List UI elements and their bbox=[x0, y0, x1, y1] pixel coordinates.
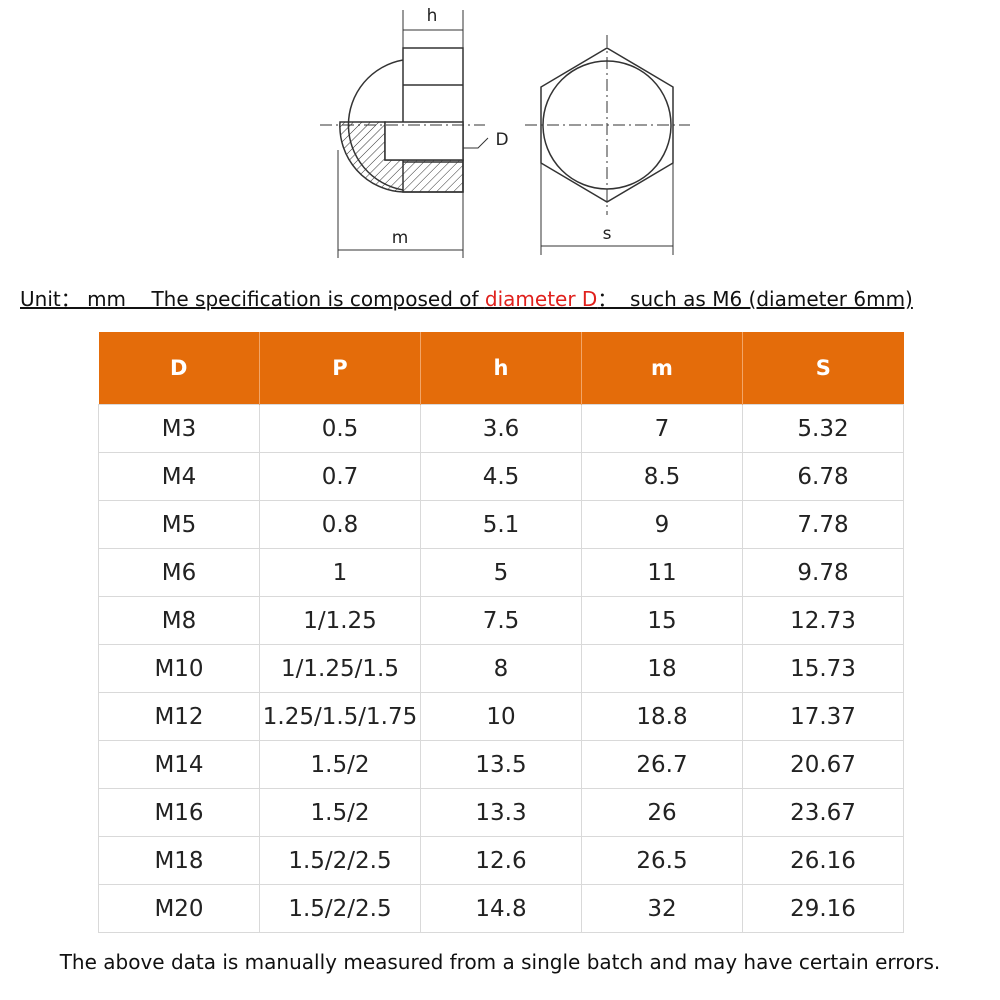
table-cell: 11 bbox=[581, 548, 743, 597]
table-cell: 9 bbox=[581, 500, 743, 549]
side-view bbox=[320, 10, 489, 258]
table-cell: 9.78 bbox=[742, 548, 904, 597]
table-cell: M14 bbox=[98, 740, 260, 789]
table-cell: M3 bbox=[98, 404, 260, 453]
table-cell: 3.6 bbox=[420, 404, 582, 453]
header-cell: m bbox=[581, 332, 743, 405]
table-cell: 13.5 bbox=[420, 740, 582, 789]
table-row: M4 0.7 4.5 8.5 6.78 bbox=[98, 452, 904, 501]
header-cell: D bbox=[98, 332, 260, 405]
table-cell: M16 bbox=[98, 788, 260, 837]
table-row: M6 1 5 11 9.78 bbox=[98, 548, 904, 597]
table-cell: 29.16 bbox=[742, 884, 904, 933]
dim-label: m bbox=[392, 228, 409, 248]
note: The above data is manually measured from… bbox=[59, 950, 941, 974]
table-cell: 10 bbox=[420, 692, 582, 741]
table-cell: M5 bbox=[98, 500, 260, 549]
unit-text: ： such as M6 (diameter 6mm) bbox=[597, 287, 913, 311]
table-cell: 15 bbox=[581, 596, 743, 645]
table-cell: 15.73 bbox=[742, 644, 904, 693]
unit-text: Unit： mm The specification is composed o… bbox=[20, 287, 485, 311]
table-cell: 32 bbox=[581, 884, 743, 933]
header-cell: P bbox=[259, 332, 421, 405]
table-cell: 12.73 bbox=[742, 596, 904, 645]
table-cell: 1.5/2 bbox=[259, 788, 421, 837]
table-cell: M10 bbox=[98, 644, 260, 693]
table-cell: M18 bbox=[98, 836, 260, 885]
table-cell: 18.8 bbox=[581, 692, 743, 741]
table-cell: 7 bbox=[581, 404, 743, 453]
top-view bbox=[525, 35, 690, 255]
table-cell: 1.25/1.5/1.75 bbox=[259, 692, 421, 741]
table-cell: 5 bbox=[420, 548, 582, 597]
table-cell: M6 bbox=[98, 548, 260, 597]
table-cell: 13.3 bbox=[420, 788, 582, 837]
table-cell: 23.67 bbox=[742, 788, 904, 837]
table-cell: M20 bbox=[98, 884, 260, 933]
table-cell: 20.67 bbox=[742, 740, 904, 789]
table-row: M12 1.25/1.5/1.75 10 18.8 17.37 bbox=[98, 692, 904, 741]
table-cell: 26.5 bbox=[581, 836, 743, 885]
table-cell: M12 bbox=[98, 692, 260, 741]
table-cell: 1/1.25/1.5 bbox=[259, 644, 421, 693]
table-cell: 26 bbox=[581, 788, 743, 837]
unit-line: Unit： mm The specification is composed o… bbox=[20, 283, 980, 312]
dim-label: s bbox=[603, 224, 612, 244]
highlight-text: diameter D bbox=[484, 287, 598, 311]
table-cell: M8 bbox=[98, 596, 260, 645]
table-row: M3 0.5 3.6 7 5.32 bbox=[98, 404, 904, 453]
table-cell: 1.5/2/2.5 bbox=[259, 884, 421, 933]
table-cell: 6.78 bbox=[742, 452, 904, 501]
table-cell: 26.16 bbox=[742, 836, 904, 885]
table-cell: 26.7 bbox=[581, 740, 743, 789]
table-cell: 14.8 bbox=[420, 884, 582, 933]
header-cell: h bbox=[420, 332, 582, 405]
table-cell: 7.78 bbox=[742, 500, 904, 549]
header-cell: S bbox=[742, 332, 904, 405]
table-row: M18 1.5/2/2.5 12.6 26.5 26.16 bbox=[98, 836, 904, 885]
cap-nut-drawing: h D m s bbox=[320, 6, 690, 258]
table-row: M10 1/1.25/1.5 8 18 15.73 bbox=[98, 644, 904, 693]
table-row: M16 1.5/2 13.3 26 23.67 bbox=[98, 788, 904, 837]
table-cell: 0.5 bbox=[259, 404, 421, 453]
table-cell: 0.7 bbox=[259, 452, 421, 501]
table-cell: 4.5 bbox=[420, 452, 582, 501]
table-row: M20 1.5/2/2.5 14.8 32 29.16 bbox=[98, 884, 904, 933]
table-body: M3 0.5 3.6 7 5.32 M4 0.7 4.5 8.5 6.78 M5 0.8 5.1 9 7.7… bbox=[98, 404, 904, 933]
table-row: M14 1.5/2 13.5 26.7 20.67 bbox=[98, 740, 904, 789]
table-cell: 5.32 bbox=[742, 404, 904, 453]
table-cell: 8 bbox=[420, 644, 582, 693]
dim-label: D bbox=[495, 130, 508, 150]
table-cell: 18 bbox=[581, 644, 743, 693]
dim-label: h bbox=[427, 6, 438, 26]
table-cell: 17.37 bbox=[742, 692, 904, 741]
table-cell: 1/1.25 bbox=[259, 596, 421, 645]
table-row: M8 1/1.25 7.5 15 12.73 bbox=[98, 596, 904, 645]
table-cell: 1.5/2 bbox=[259, 740, 421, 789]
table-cell: 7.5 bbox=[420, 596, 582, 645]
table-cell: 5.1 bbox=[420, 500, 582, 549]
table-cell: 1.5/2/2.5 bbox=[259, 836, 421, 885]
table-cell: 0.8 bbox=[259, 500, 421, 549]
table-cell: 12.6 bbox=[420, 836, 582, 885]
table-cell: 8.5 bbox=[581, 452, 743, 501]
table-cell: 1 bbox=[259, 548, 421, 597]
table-row: M5 0.8 5.1 9 7.78 bbox=[98, 500, 904, 549]
table-cell: M4 bbox=[98, 452, 260, 501]
